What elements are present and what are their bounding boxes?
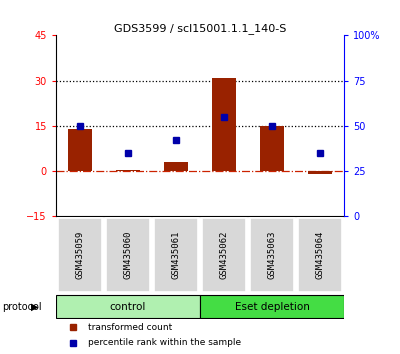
- Bar: [260, 126, 284, 171]
- Bar: [308, 171, 332, 174]
- Text: GSM435063: GSM435063: [268, 231, 276, 279]
- Text: GSM435064: GSM435064: [316, 231, 324, 279]
- Text: control: control: [110, 302, 146, 312]
- Bar: [200, 295, 344, 319]
- Bar: [250, 218, 294, 292]
- Bar: [154, 218, 198, 292]
- Text: protocol: protocol: [2, 302, 42, 312]
- Bar: [164, 162, 188, 171]
- Bar: [202, 218, 246, 292]
- Bar: [56, 295, 200, 319]
- Bar: [106, 218, 150, 292]
- Text: ▶: ▶: [31, 302, 38, 312]
- Bar: [116, 170, 140, 171]
- Text: transformed count: transformed count: [88, 323, 172, 332]
- Text: percentile rank within the sample: percentile rank within the sample: [88, 338, 241, 347]
- Text: Eset depletion: Eset depletion: [234, 302, 310, 312]
- Text: GDS3599 / scl15001.1.1_140-S: GDS3599 / scl15001.1.1_140-S: [114, 23, 286, 34]
- Bar: [58, 218, 102, 292]
- Text: GSM435059: GSM435059: [76, 231, 84, 279]
- Text: GSM435060: GSM435060: [124, 231, 132, 279]
- Bar: [212, 78, 236, 171]
- Text: GSM435062: GSM435062: [220, 231, 228, 279]
- Bar: [68, 129, 92, 171]
- Text: GSM435061: GSM435061: [172, 231, 180, 279]
- Bar: [298, 218, 342, 292]
